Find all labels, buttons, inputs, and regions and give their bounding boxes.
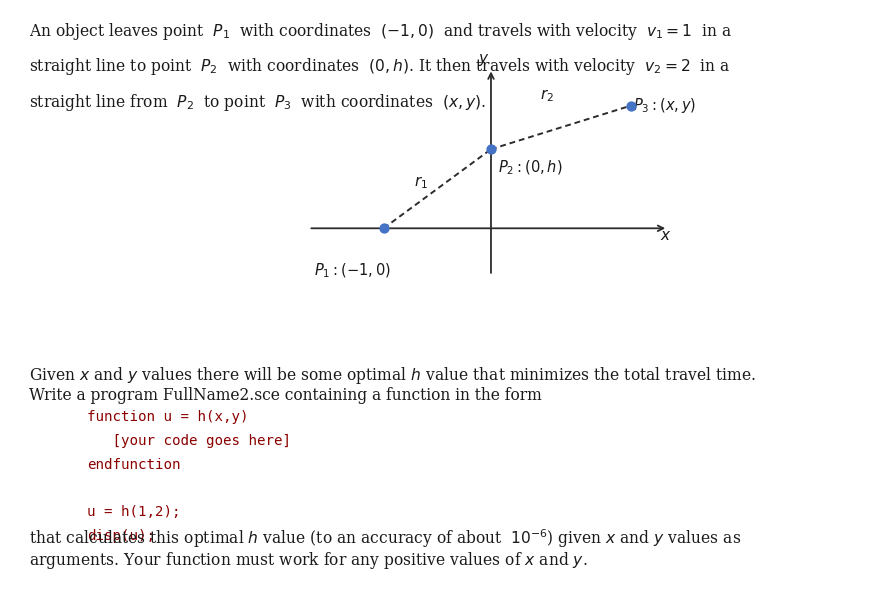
Text: $r_1$: $r_1$ [415,174,428,191]
Text: $r_2$: $r_2$ [540,87,554,104]
Text: arguments. Your function must work for any positive values of $x$ and $y$.: arguments. Your function must work for a… [29,550,587,570]
Text: disp(u);: disp(u); [87,529,155,543]
Text: endfunction: endfunction [87,458,181,472]
Text: $P_2{:}(0,h)$: $P_2{:}(0,h)$ [499,159,563,177]
Text: u = h(1,2);: u = h(1,2); [87,505,181,519]
Text: Given $x$ and $y$ values there will be some optimal $h$ value that minimizes the: Given $x$ and $y$ values there will be s… [29,365,756,385]
Text: [your code goes here]: [your code goes here] [87,434,291,448]
Text: $P_1{:}(-1,0)$: $P_1{:}(-1,0)$ [314,262,391,280]
Text: $y$: $y$ [478,52,489,68]
Point [624,101,638,110]
Text: An object leaves point  $P_1$  with coordinates  $(-1,0)$  and travels with velo: An object leaves point $P_1$ with coordi… [29,21,732,42]
Text: function u = h(x,y): function u = h(x,y) [87,410,249,425]
Text: $P_3{:}(x, y)$: $P_3{:}(x, y)$ [633,96,696,115]
Text: that calculates this optimal $h$ value (to an accuracy of about  $10^{-6}$) give: that calculates this optimal $h$ value (… [29,528,741,550]
Text: Write a program FullName2.sce containing a function in the form: Write a program FullName2.sce containing… [29,387,541,404]
Text: $x$: $x$ [660,229,672,243]
Point [484,145,498,154]
Point [376,224,390,233]
Text: straight line to point  $P_2$  with coordinates  $(0,h)$. It then travels with v: straight line to point $P_2$ with coordi… [29,56,730,77]
Text: straight line from  $P_2$  to point  $P_3$  with coordinates  $(x, y)$.: straight line from $P_2$ to point $P_3$ … [29,92,486,113]
